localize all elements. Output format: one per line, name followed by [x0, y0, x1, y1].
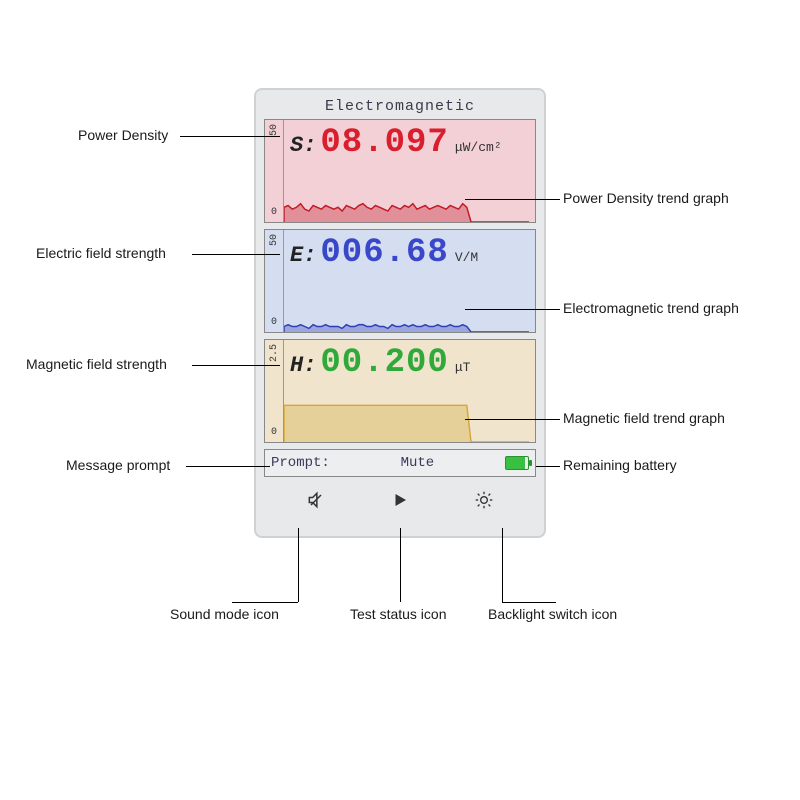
reading-h: H: 00.200 μT: [290, 344, 531, 382]
callout-line: [465, 309, 560, 310]
prompt-label: Prompt:: [271, 455, 330, 471]
unit-h: μT: [455, 360, 471, 375]
icon-bar: [264, 483, 536, 517]
callout-sound-mode: Sound mode icon: [170, 606, 279, 622]
unit-s: μW/cm²: [455, 140, 502, 155]
battery-icon: [505, 456, 529, 470]
callout-power-density-trend: Power Density trend graph: [563, 190, 729, 206]
device-title: Electromagnetic: [264, 96, 536, 119]
y-max-s: 50: [269, 124, 280, 136]
panel-electric-field: 50 0 E: 006.68 V/M: [264, 229, 536, 333]
label-h: H:: [290, 353, 316, 378]
value-e: 006.68: [320, 234, 448, 272]
panel-magnetic-field: 2.5 0 H: 00.200 μT: [264, 339, 536, 443]
callout-line: [232, 602, 298, 603]
device-screen: Electromagnetic 50 0 S: 08.097 μW/cm² 50…: [254, 88, 546, 538]
test-status-icon[interactable]: [388, 488, 412, 512]
panel-power-density: 50 0 S: 08.097 μW/cm²: [264, 119, 536, 223]
callout-line: [298, 528, 299, 602]
battery-fill: [506, 457, 525, 469]
prompt-bar: Prompt: Mute: [264, 449, 536, 477]
value-s: 08.097: [320, 124, 448, 162]
callout-line: [465, 199, 560, 200]
callout-test-status: Test status icon: [350, 606, 447, 622]
callout-line: [192, 254, 280, 255]
y-min-h: 0: [271, 427, 277, 438]
backlight-switch-icon[interactable]: [472, 488, 496, 512]
y-axis-h: 2.5 0: [265, 340, 283, 442]
label-s: S:: [290, 133, 316, 158]
callout-line: [400, 528, 401, 602]
callout-line: [180, 136, 280, 137]
callout-line: [465, 419, 560, 420]
callout-line: [502, 528, 503, 602]
y-min-s: 0: [271, 207, 277, 218]
callout-line: [192, 365, 280, 366]
callout-message-prompt: Message prompt: [66, 457, 170, 473]
callout-line: [186, 466, 270, 467]
callout-power-density: Power Density: [78, 127, 168, 143]
label-e: E:: [290, 243, 316, 268]
callout-remaining-battery: Remaining battery: [563, 457, 677, 473]
value-h: 00.200: [320, 344, 448, 382]
y-max-h: 2.5: [269, 344, 280, 362]
callout-line: [502, 602, 556, 603]
prompt-value: Mute: [330, 455, 505, 471]
callout-electromagnetic-trend: Electromagnetic trend graph: [563, 300, 739, 316]
callout-line: [536, 466, 560, 467]
y-min-e: 0: [271, 317, 277, 328]
callout-electric-field: Electric field strength: [36, 245, 166, 261]
y-max-e: 50: [269, 234, 280, 246]
callout-magnetic-field: Magnetic field strength: [26, 356, 167, 372]
unit-e: V/M: [455, 250, 478, 265]
y-axis-e: 50 0: [265, 230, 283, 332]
callout-backlight: Backlight switch icon: [488, 606, 617, 622]
sound-mode-icon[interactable]: [304, 488, 328, 512]
reading-e: E: 006.68 V/M: [290, 234, 531, 272]
callout-magnetic-trend: Magnetic field trend graph: [563, 410, 725, 426]
reading-s: S: 08.097 μW/cm²: [290, 124, 531, 162]
